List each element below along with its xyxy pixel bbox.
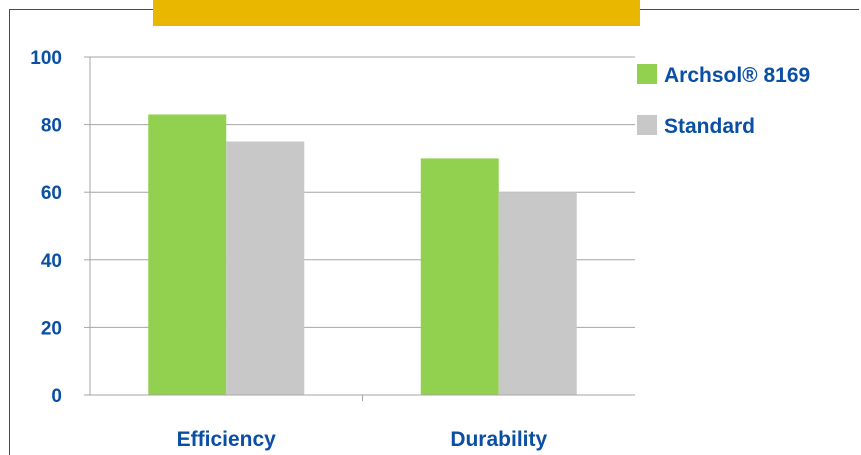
y-tick-label: 100 <box>30 48 62 69</box>
title-banner <box>153 0 640 26</box>
category-label: Durability <box>450 428 547 451</box>
category-label: Efficiency <box>177 428 277 451</box>
bars <box>148 114 577 396</box>
legend: Archsol® 8169 Standard <box>637 64 810 138</box>
legend-swatch <box>637 115 657 135</box>
y-tick-label: 40 <box>41 251 62 272</box>
category-labels: Efficiency Durability <box>177 428 548 451</box>
y-tick-label: 80 <box>41 116 62 137</box>
bar <box>226 141 305 395</box>
legend-swatch <box>637 64 657 84</box>
y-tick-labels: 0 20 40 60 80 100 <box>30 48 62 407</box>
chart-frame <box>9 0 859 455</box>
y-tick-label: 0 <box>51 386 62 407</box>
bar <box>498 192 577 395</box>
y-tick-label: 20 <box>41 318 62 339</box>
bar <box>148 114 227 396</box>
y-tick-label: 60 <box>41 183 62 204</box>
axes <box>84 56 635 401</box>
bar <box>420 158 499 395</box>
legend-label: Archsol® 8169 <box>664 64 810 87</box>
legend-label: Standard <box>664 115 755 138</box>
